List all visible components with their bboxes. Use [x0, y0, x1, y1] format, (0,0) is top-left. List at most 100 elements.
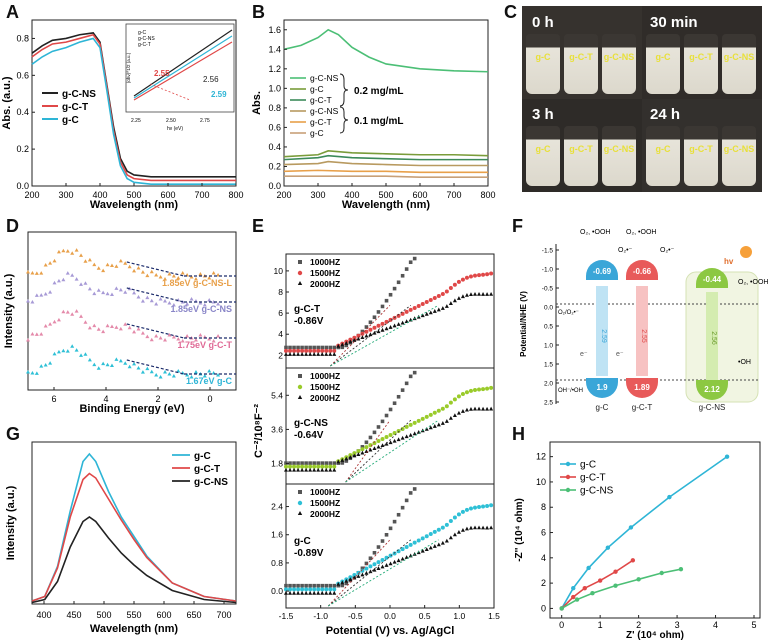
data-point: [485, 272, 490, 277]
data-point: [444, 538, 449, 543]
inset-legend-0: g-C: [138, 30, 146, 36]
data-point: [149, 369, 154, 374]
g-legend-0: g-C: [194, 451, 211, 462]
e-sub1-name: g-C-NS: [294, 418, 328, 429]
data-point: [39, 332, 44, 336]
data-point: [396, 280, 401, 285]
data-point: [428, 545, 433, 550]
data-point: [477, 291, 482, 296]
panel-e-yticks: 2 4 6 8 10 1.8 3.6 5.4 0.0 0.8 1.6 2.4: [271, 266, 289, 596]
data-point: [416, 303, 421, 308]
data-point: [408, 374, 413, 379]
y-tick-label: 4: [278, 329, 283, 339]
x-tick-label: 5: [751, 620, 756, 630]
data-point: [352, 451, 357, 456]
data-point: [300, 590, 305, 595]
gcns-vb: 2.12: [704, 385, 720, 394]
legend-marker: [298, 260, 302, 264]
data-point: [202, 374, 207, 378]
panel-label-b: B: [252, 2, 265, 22]
data-point: [400, 426, 405, 431]
data-point: [312, 587, 317, 592]
f-o2m-1: O₂•⁻: [618, 247, 633, 254]
x-tick-label: 200: [24, 190, 39, 200]
data-point: [477, 525, 482, 530]
y-tick-label: 6: [278, 308, 283, 318]
legend-label: 2000HZ: [310, 393, 340, 403]
data-point: [189, 275, 194, 279]
y-tick-label: 0.6: [268, 122, 281, 132]
data-point: [396, 428, 401, 433]
vial-label: g-C: [655, 52, 671, 62]
data-point: [39, 364, 44, 368]
x-tick-label: 2: [636, 620, 641, 630]
vial: g-C-T: [684, 34, 718, 94]
x-tick-label: 0.5: [419, 611, 431, 621]
y-tick-label: 8: [541, 502, 546, 512]
data-point: [324, 590, 329, 595]
data-point: [56, 349, 61, 354]
data-point: [396, 437, 401, 442]
data-point: [468, 388, 473, 393]
data-point: [485, 386, 490, 391]
data-point: [149, 269, 154, 274]
data-point: [216, 373, 221, 377]
conc-high: 0.2 mg/mL: [354, 86, 403, 97]
data-point: [400, 388, 405, 392]
data-point: [292, 461, 296, 465]
data-point: [79, 314, 84, 318]
data-point: [163, 299, 168, 303]
data-point: [296, 348, 301, 353]
data-point: [481, 387, 486, 392]
data-point: [328, 590, 333, 595]
inset-xtick: 2.50: [166, 118, 176, 124]
data-point: [79, 282, 84, 286]
legend-marker: [298, 374, 302, 378]
vial: g-C-T: [684, 126, 718, 186]
data-point: [424, 414, 429, 419]
data-point: [48, 322, 53, 326]
data-point: [392, 401, 397, 406]
data-point: [288, 345, 292, 350]
data-point: [207, 276, 212, 280]
data-point: [372, 567, 377, 572]
data-point: [352, 335, 357, 340]
data-point: [145, 366, 150, 371]
panel-label-c: C: [504, 2, 517, 22]
data-point: [109, 363, 114, 368]
data-point: [571, 594, 576, 600]
panel-f-ylabel: Potential/NHE (V): [519, 291, 528, 357]
data-point: [74, 309, 79, 313]
time-30min: 30 min: [650, 14, 698, 31]
data-point: [328, 583, 333, 588]
e-sub0-value: -0.86V: [294, 316, 324, 327]
data-point: [473, 525, 478, 530]
data-point: [678, 567, 684, 572]
data-point: [288, 467, 293, 472]
data-point: [396, 512, 401, 517]
data-point: [114, 357, 119, 361]
vial-label: g-C-NS: [723, 52, 755, 62]
data-point: [477, 504, 482, 509]
data-point: [384, 326, 389, 331]
data-point: [292, 587, 297, 592]
data-point: [408, 542, 413, 547]
data-point: [444, 289, 449, 294]
data-point: [158, 375, 163, 379]
data-point: [34, 293, 39, 297]
data-point: [118, 258, 123, 263]
panel-a-inset: [125, 23, 235, 113]
panel-d-series: [26, 248, 236, 379]
data-point: [384, 413, 389, 418]
data-point: [432, 529, 437, 534]
data-point: [154, 302, 159, 306]
data-point: [70, 273, 75, 277]
data-point: [364, 561, 369, 566]
data-point: [48, 361, 53, 365]
data-point: [388, 325, 393, 329]
data-point: [328, 587, 333, 592]
data-point: [193, 277, 198, 281]
data-point: [432, 296, 437, 301]
data-point: [408, 422, 413, 427]
legend-label: 2000HZ: [310, 509, 340, 519]
